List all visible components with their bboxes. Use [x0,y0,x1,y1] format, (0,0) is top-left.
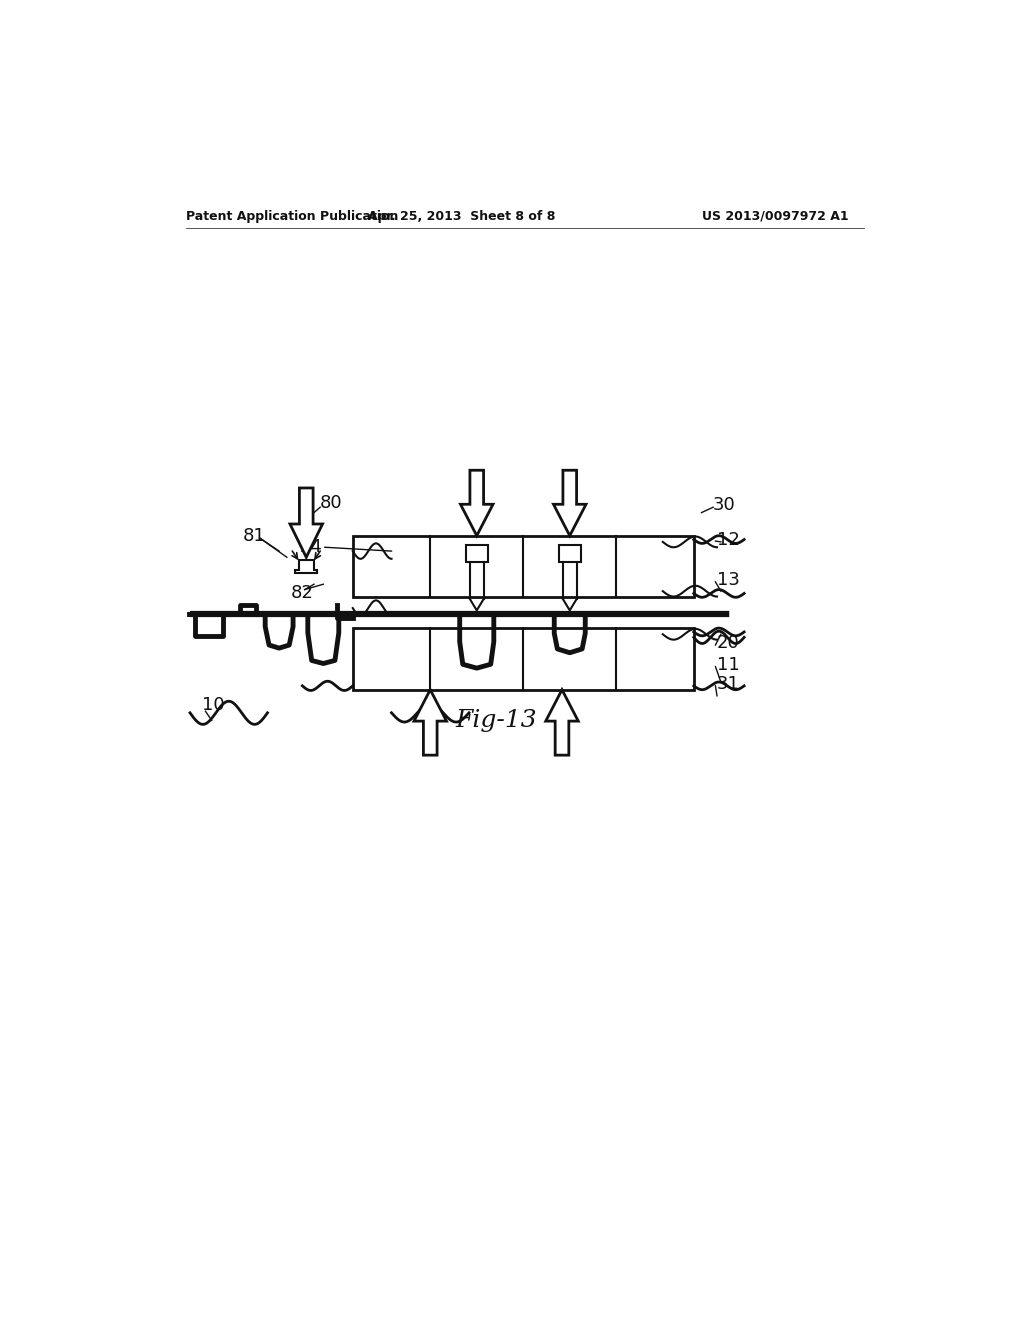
Polygon shape [414,689,446,755]
Text: 31: 31 [717,676,740,693]
Bar [466,545,487,562]
Text: 82: 82 [291,585,313,602]
Polygon shape [295,560,317,573]
Text: 11: 11 [717,656,739,675]
Text: Apr. 25, 2013  Sheet 8 of 8: Apr. 25, 2013 Sheet 8 of 8 [368,210,555,223]
Text: 12: 12 [717,531,740,549]
Text: 30: 30 [713,496,736,513]
Text: 81: 81 [243,527,265,545]
Text: 14: 14 [299,539,322,556]
Text: 80: 80 [321,495,343,512]
Bar [352,536,693,597]
Text: Patent Application Publication: Patent Application Publication [186,210,398,223]
Polygon shape [546,689,579,755]
Bar [559,545,581,562]
Polygon shape [554,470,586,536]
Text: Fig-13: Fig-13 [456,709,537,733]
Text: 20: 20 [717,635,739,652]
Text: 10: 10 [202,696,224,714]
Text: US 2013/0097972 A1: US 2013/0097972 A1 [702,210,849,223]
Polygon shape [290,488,323,557]
Bar [352,628,693,689]
Polygon shape [461,470,493,536]
Text: 13: 13 [717,572,740,589]
